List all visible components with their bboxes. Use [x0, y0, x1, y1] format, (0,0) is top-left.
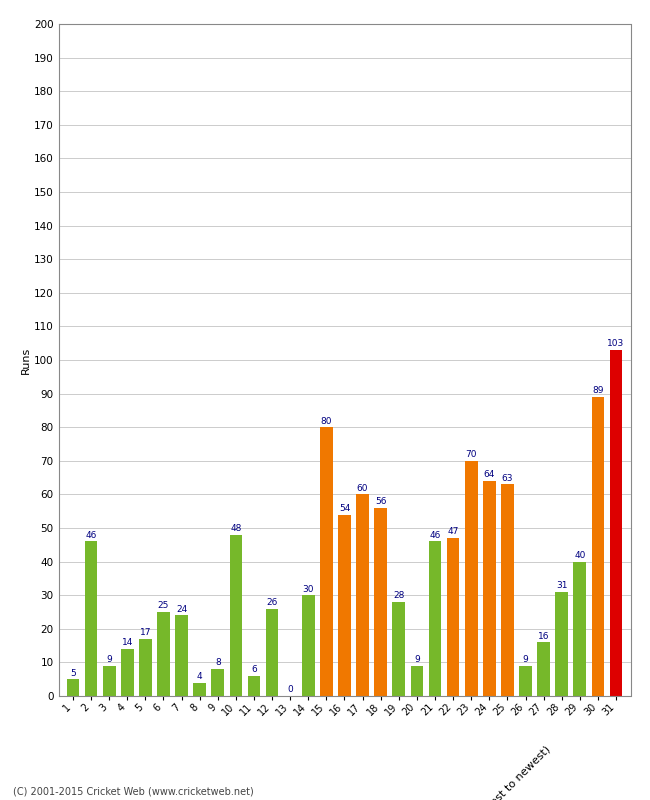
Bar: [193, 682, 206, 696]
Bar: [139, 639, 151, 696]
Bar: [465, 461, 478, 696]
Bar: [320, 427, 333, 696]
Text: 5: 5: [70, 669, 76, 678]
Y-axis label: Runs: Runs: [21, 346, 31, 374]
Text: 40: 40: [574, 551, 586, 560]
Text: 14: 14: [122, 638, 133, 647]
Bar: [103, 666, 116, 696]
Bar: [248, 676, 261, 696]
Text: 80: 80: [320, 417, 332, 426]
Text: 16: 16: [538, 631, 549, 641]
Bar: [411, 666, 423, 696]
Bar: [84, 542, 98, 696]
Bar: [302, 595, 315, 696]
Text: 25: 25: [158, 602, 169, 610]
Text: 89: 89: [592, 386, 604, 395]
Bar: [121, 649, 134, 696]
Bar: [538, 642, 550, 696]
Text: 70: 70: [465, 450, 477, 459]
Bar: [67, 679, 79, 696]
Bar: [356, 494, 369, 696]
Text: 26: 26: [266, 598, 278, 607]
Bar: [176, 615, 188, 696]
Text: 56: 56: [375, 497, 387, 506]
Text: 46: 46: [429, 530, 441, 540]
Bar: [592, 397, 604, 696]
Text: 28: 28: [393, 591, 404, 600]
Text: 4: 4: [197, 672, 203, 681]
Bar: [374, 508, 387, 696]
Bar: [610, 350, 622, 696]
Bar: [573, 562, 586, 696]
Bar: [555, 592, 568, 696]
Text: 9: 9: [414, 655, 420, 664]
Text: 31: 31: [556, 581, 567, 590]
Text: 103: 103: [607, 339, 625, 348]
Bar: [338, 514, 351, 696]
Text: 54: 54: [339, 504, 350, 513]
Bar: [211, 669, 224, 696]
Text: 47: 47: [447, 527, 459, 536]
Bar: [266, 609, 278, 696]
Text: 64: 64: [484, 470, 495, 479]
Text: 9: 9: [523, 655, 528, 664]
Text: 0: 0: [287, 686, 293, 694]
Text: 17: 17: [140, 628, 151, 637]
Text: 63: 63: [502, 474, 513, 482]
Text: 30: 30: [302, 585, 314, 594]
Bar: [483, 481, 496, 696]
Text: (C) 2001-2015 Cricket Web (www.cricketweb.net): (C) 2001-2015 Cricket Web (www.cricketwe…: [13, 786, 254, 796]
Bar: [447, 538, 460, 696]
Bar: [393, 602, 405, 696]
Bar: [229, 534, 242, 696]
Text: 6: 6: [251, 665, 257, 674]
Bar: [519, 666, 532, 696]
Text: 46: 46: [85, 530, 97, 540]
Text: 9: 9: [107, 655, 112, 664]
Text: 8: 8: [215, 658, 220, 667]
Text: 60: 60: [357, 484, 369, 493]
Bar: [428, 542, 441, 696]
Text: 24: 24: [176, 605, 187, 614]
Text: Innings (oldest to newest): Innings (oldest to newest): [443, 744, 552, 800]
Text: 48: 48: [230, 524, 242, 533]
Bar: [157, 612, 170, 696]
Bar: [501, 484, 514, 696]
